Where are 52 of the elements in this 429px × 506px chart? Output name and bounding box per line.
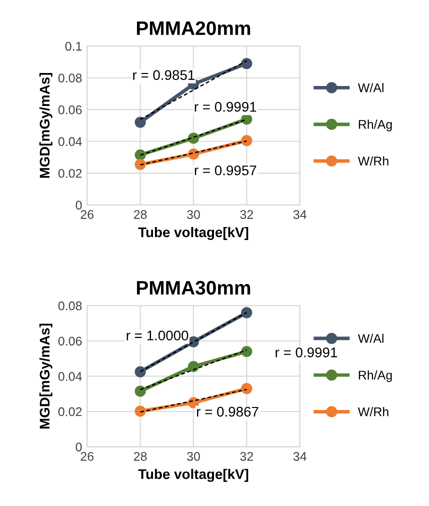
point bbox=[134, 406, 146, 417]
point bbox=[134, 116, 146, 128]
x-tick-label: 32 bbox=[240, 210, 253, 219]
y-tick-label: 0 bbox=[76, 442, 82, 452]
legend-label: Rh/Ag bbox=[358, 120, 392, 132]
x-tick-label: 30 bbox=[187, 210, 200, 219]
y-tick-label: 0 bbox=[76, 200, 82, 210]
y-tick-label: 0.02 bbox=[58, 168, 82, 178]
annotation: r = 0.9991 bbox=[276, 348, 338, 358]
annotation: r = 0.9957 bbox=[194, 165, 256, 176]
point bbox=[241, 114, 252, 125]
y-tick-label: 0.08 bbox=[58, 74, 82, 82]
y-axis-title: MGD[mGy/mAs] bbox=[39, 73, 52, 178]
x-tick-label: 26 bbox=[80, 210, 94, 219]
chart-title: PMMA20mm bbox=[136, 21, 250, 36]
legend-label: Rh/Ag bbox=[358, 370, 392, 382]
y-tick-label: 0.04 bbox=[58, 372, 82, 381]
point bbox=[134, 149, 146, 160]
y-axis-title: MGD[mGy/mAs] bbox=[39, 324, 52, 429]
annotation: r = 0.9851 bbox=[133, 70, 194, 80]
point bbox=[134, 158, 146, 170]
point bbox=[241, 58, 252, 70]
legend-label: W/Al bbox=[358, 334, 384, 343]
annotation: r = 0.9867 bbox=[196, 406, 258, 417]
point bbox=[188, 360, 200, 372]
x-tick-label: 30 bbox=[187, 452, 200, 461]
x-tick-label: 28 bbox=[134, 210, 147, 219]
annotation: r = 0.9991 bbox=[194, 102, 256, 112]
x-tick-label: 32 bbox=[240, 452, 253, 461]
x-tick-label: 28 bbox=[134, 452, 147, 461]
y-tick-label: 0.08 bbox=[58, 301, 82, 310]
chart-title: PMMA30mm bbox=[136, 280, 250, 295]
legend-label: W/Al bbox=[358, 83, 384, 92]
point bbox=[241, 383, 252, 394]
x-axis-title: Tube voltage[kV] bbox=[138, 468, 248, 482]
point bbox=[241, 307, 252, 318]
x-tick-label: 34 bbox=[293, 210, 306, 219]
y-tick-label: 0.06 bbox=[58, 336, 82, 346]
legend-label: W/Rh bbox=[358, 407, 388, 416]
x-tick-label: 34 bbox=[293, 452, 306, 461]
x-axis-title: Tube voltage[kV] bbox=[138, 227, 248, 240]
point bbox=[134, 386, 146, 397]
legend-label: W/Rh bbox=[358, 156, 388, 166]
y-tick-label: 0.1 bbox=[65, 42, 82, 51]
y-tick-label: 0.04 bbox=[58, 137, 82, 146]
y-tick-label: 0.02 bbox=[58, 407, 82, 416]
point bbox=[241, 135, 252, 146]
annotation: r = 1.0000 bbox=[126, 330, 188, 340]
x-tick-label: 26 bbox=[80, 452, 94, 461]
point bbox=[241, 346, 252, 358]
point bbox=[134, 366, 146, 378]
y-tick-label: 0.06 bbox=[58, 105, 82, 114]
